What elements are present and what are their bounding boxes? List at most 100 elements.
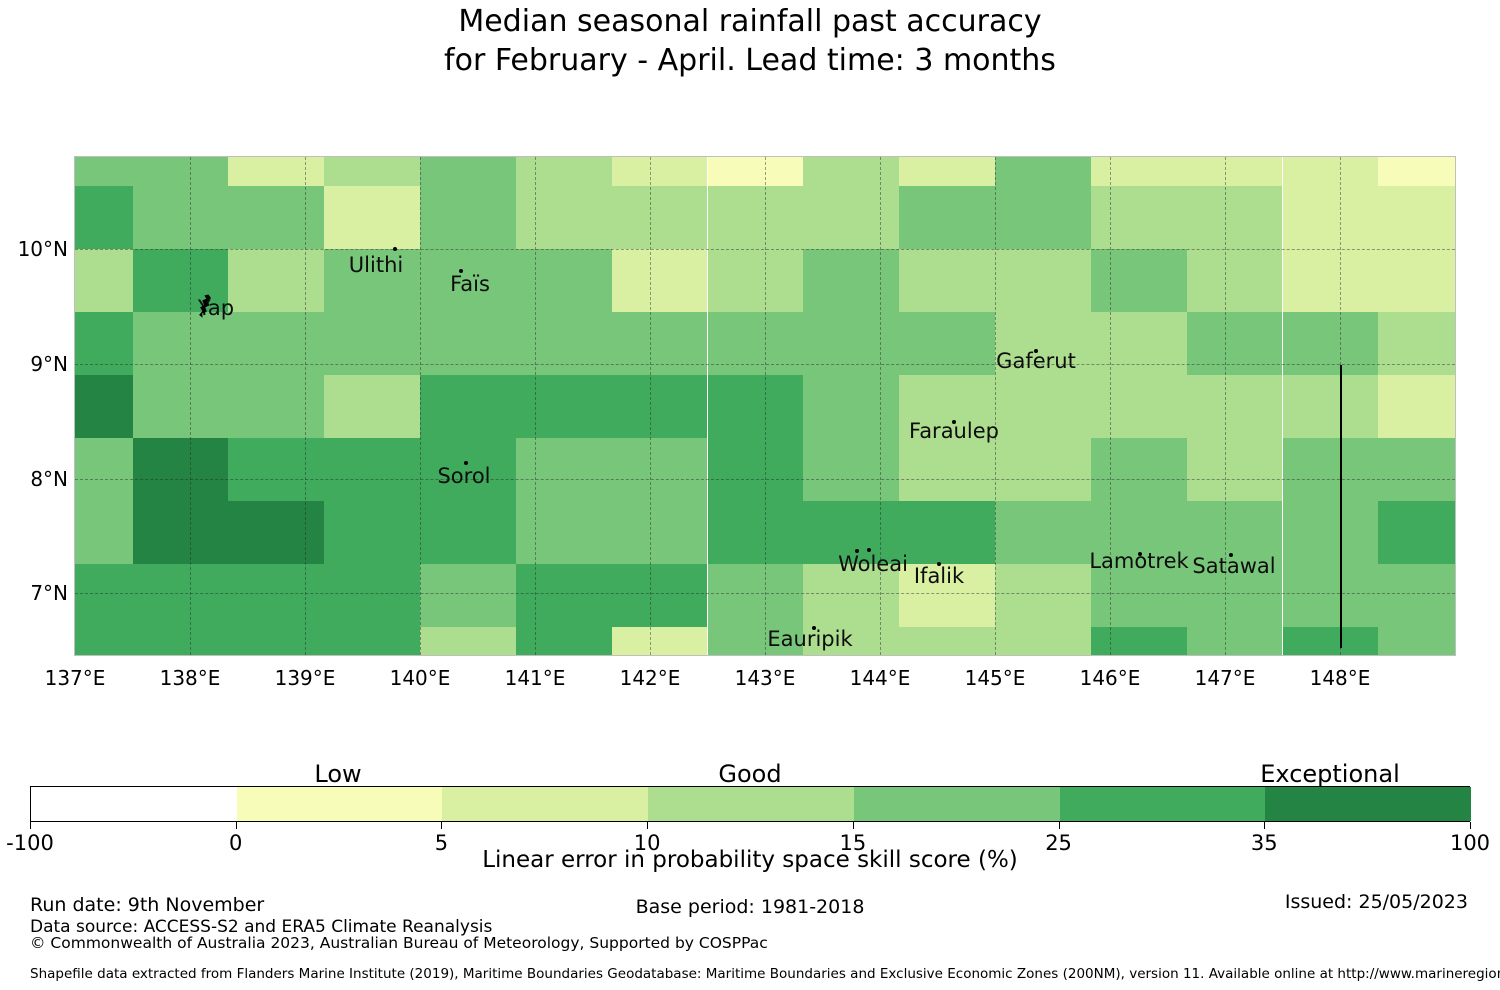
colorbar-segment: [853, 787, 1060, 821]
heatmap-cell: [1090, 626, 1187, 655]
heatmap-cell: [803, 437, 900, 501]
heatmap-cell: [228, 186, 325, 249]
colorbar-axis-label: Linear error in probability space skill …: [482, 847, 1018, 873]
heatmap-cell: [515, 437, 612, 501]
heatmap-cell: [1186, 311, 1283, 375]
heatmap-cell: [228, 374, 325, 438]
heatmap-cell: [803, 500, 900, 564]
heatmap-cell: [1378, 563, 1455, 627]
heatmap-cell: [132, 437, 229, 501]
parallel-gridline: [75, 478, 1455, 480]
heatmap-cell: [707, 157, 804, 187]
island-marker-dot: [393, 247, 397, 251]
footer-issued-date: Issued: 25/05/2023: [1284, 891, 1468, 913]
heatmap-cell: [324, 626, 420, 655]
colorbar-segment: [648, 787, 854, 821]
colorbar-tick-label: 100: [1449, 831, 1491, 855]
heatmap-cell: [324, 186, 420, 249]
heatmap-cell: [1378, 249, 1455, 312]
colorbar-tick: [30, 822, 31, 829]
footer-copyright: © Commonwealth of Australia 2023, Austra…: [30, 934, 768, 952]
heatmap-cell: [707, 186, 804, 249]
heatmap-cell: [324, 374, 420, 438]
meridian-gridline: [880, 157, 881, 655]
heatmap-cell: [420, 157, 516, 187]
heatmap-cell: [707, 626, 804, 655]
heatmap-cell: [899, 626, 995, 655]
y-tick-label: 10°N: [17, 237, 68, 261]
x-tick-label: 140°E: [389, 666, 451, 690]
colorbar-tick: [1470, 822, 1471, 829]
heatmap-cell: [515, 626, 612, 655]
island-marker-dot: [952, 420, 956, 424]
heatmap-cell: [324, 249, 420, 312]
colorbar: [30, 786, 1471, 822]
heatmap-cell: [1090, 563, 1187, 627]
colorbar-segment: [1059, 787, 1266, 821]
heatmap-cell: [803, 311, 900, 375]
y-tick-label: 9°N: [30, 351, 68, 376]
heatmap-plot-area: Yap Ulithi Faïs Gaferut Faraulep Sorol Woleai I…: [74, 156, 1456, 656]
footer-shapefile-note: Shapefile data extracted from Flanders M…: [30, 966, 1500, 982]
colorbar-tick-label: 15: [839, 831, 867, 855]
chart-title-line1: Median seasonal rainfall past accuracy: [458, 4, 1042, 39]
heatmap-cell: [1090, 157, 1187, 187]
heatmap-cell: [1186, 374, 1283, 438]
meridian-gridline: [1225, 157, 1226, 655]
heatmap-cell: [324, 437, 420, 501]
heatmap-cell: [420, 626, 516, 655]
heatmap-cell: [611, 186, 708, 249]
heatmap-cell: [75, 249, 133, 312]
heatmap-cell: [132, 311, 229, 375]
heatmap-cell: [228, 311, 325, 375]
heatmap-cell: [1378, 437, 1455, 501]
heatmap-cell: [132, 249, 229, 312]
heatmap-cell: [707, 374, 804, 438]
x-tick-label: 143°E: [734, 666, 796, 690]
heatmap-cell: [611, 500, 708, 564]
heatmap-cell: [1282, 374, 1379, 438]
heatmap-cell: [995, 249, 1091, 312]
heatmap-cell: [1282, 563, 1379, 627]
island-label-sorol: Sorol: [437, 464, 491, 488]
footer-data-source: Data source: ACCESS-S2 and ERA5 Climate …: [30, 917, 493, 937]
chart-title-line2: for February - April. Lead time: 3 month…: [444, 43, 1056, 78]
island-marker-dot: [855, 549, 859, 553]
heatmap-cell: [707, 249, 804, 312]
heatmap-cell: [803, 186, 900, 249]
heatmap-cell: [1186, 186, 1283, 249]
colorbar-tick-label: 25: [1045, 831, 1072, 855]
y-tick-label: 7°N: [30, 581, 68, 606]
heatmap-cell: [803, 157, 900, 187]
island-marker-dot: [459, 269, 463, 273]
heatmap-cell: [324, 500, 420, 564]
x-tick-label: 147°E: [1194, 666, 1256, 690]
heatmap-cell: [1282, 249, 1379, 312]
heatmap-cell: [1186, 437, 1283, 501]
island-marker-dot: [1138, 552, 1142, 556]
parallel-gridline: [75, 363, 1455, 365]
x-tick-label: 144°E: [849, 666, 911, 690]
heatmap-cell: [420, 249, 516, 312]
heatmap-cell: [611, 374, 708, 438]
colorbar-tick: [235, 822, 237, 829]
heatmap-cell: [995, 186, 1091, 249]
heatmap-cell: [1186, 500, 1283, 564]
heatmap-cell: [420, 500, 516, 564]
heatmap-cell: [132, 157, 229, 187]
colorbar-tick-label: 5: [434, 831, 449, 855]
colorbar-tick-label: 35: [1250, 831, 1278, 855]
heatmap-cell: [132, 563, 229, 627]
colorbar-tick-label: 10: [633, 831, 661, 855]
colorbar-tick: [647, 822, 649, 829]
heatmap-cell: [1378, 311, 1455, 375]
heatmap-cell: [995, 374, 1091, 438]
heatmap-cell: [707, 500, 804, 564]
heatmap-cell: [995, 157, 1091, 187]
chart-title: Median seasonal rainfall past accuracy f…: [0, 2, 1500, 80]
heatmap-cell: [420, 186, 516, 249]
heatmap-cell: [228, 563, 325, 627]
colorbar-category-good: Good: [718, 760, 782, 788]
x-tick-label: 142°E: [619, 666, 681, 690]
meridian-gridline: [305, 157, 306, 655]
